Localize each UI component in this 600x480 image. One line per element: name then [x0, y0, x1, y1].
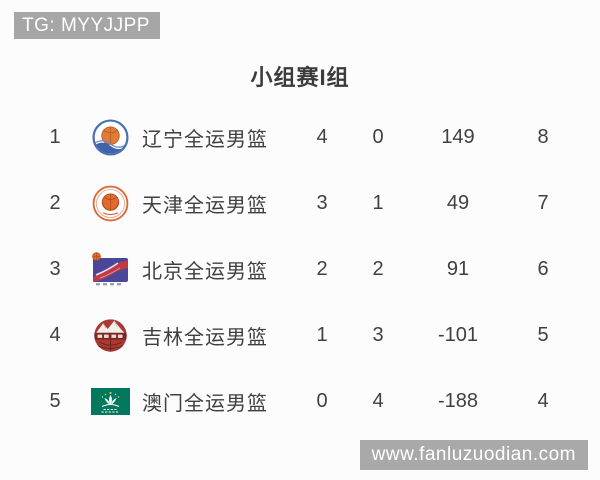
losses-cell: 3 — [372, 323, 384, 346]
rank-cell: 4 — [49, 323, 61, 346]
wins-cell: 2 — [316, 257, 328, 280]
losses-cell: 1 — [372, 191, 384, 214]
liaoning-logo-icon — [88, 117, 132, 157]
rank-cell: 3 — [49, 257, 61, 280]
point-diff-cell: -188 — [437, 389, 479, 412]
macau-flag-icon — [88, 381, 132, 421]
standings-table: 1 辽宁全运男篮 4 0 149 8 — [0, 104, 600, 434]
point-diff-cell: 149 — [441, 125, 475, 148]
team-name: 吉林全运男篮 — [142, 326, 268, 349]
page-title: 小组赛I组 — [250, 65, 350, 90]
losses-cell: 4 — [372, 389, 384, 412]
team-name: 辽宁全运男篮 — [142, 128, 268, 151]
losses-cell: 0 — [372, 125, 384, 148]
table-row[interactable]: 2 天津全运男篮 3 1 49 7 — [0, 170, 600, 236]
rank-cell: 1 — [49, 125, 61, 148]
wins-cell: 3 — [316, 191, 328, 214]
points-cell: 4 — [537, 389, 549, 412]
telegram-badge: TG: MYYJJPP — [14, 12, 160, 39]
team-name: 天津全运男篮 — [142, 194, 268, 217]
rank-cell: 5 — [49, 389, 61, 412]
points-cell: 7 — [537, 191, 549, 214]
watermark: www.fanluzuodian.com — [359, 440, 588, 470]
losses-cell: 2 — [372, 257, 384, 280]
points-cell: 8 — [537, 125, 549, 148]
points-cell: 6 — [537, 257, 549, 280]
table-row[interactable]: 5 澳门全运男篮 0 4 -188 — [0, 368, 600, 434]
tianjin-logo-icon — [88, 183, 132, 223]
rank-cell: 2 — [49, 191, 61, 214]
wins-cell: 0 — [316, 389, 328, 412]
point-diff-cell: 49 — [446, 191, 470, 214]
table-row[interactable]: 1 辽宁全运男篮 4 0 149 8 — [0, 104, 600, 170]
wins-cell: 1 — [316, 323, 328, 346]
beijing-logo-icon — [88, 249, 132, 289]
team-name: 澳门全运男篮 — [142, 392, 268, 415]
team-name: 北京全运男篮 — [142, 260, 268, 283]
table-row[interactable]: 3 北京全运男篮 2 2 91 6 — [0, 236, 600, 302]
wins-cell: 4 — [316, 125, 328, 148]
table-row[interactable]: 4 吉林全运男篮 — [0, 302, 600, 368]
points-cell: 5 — [537, 323, 549, 346]
point-diff-cell: -101 — [437, 323, 479, 346]
jilin-logo-icon — [88, 315, 132, 355]
point-diff-cell: 91 — [446, 257, 470, 280]
